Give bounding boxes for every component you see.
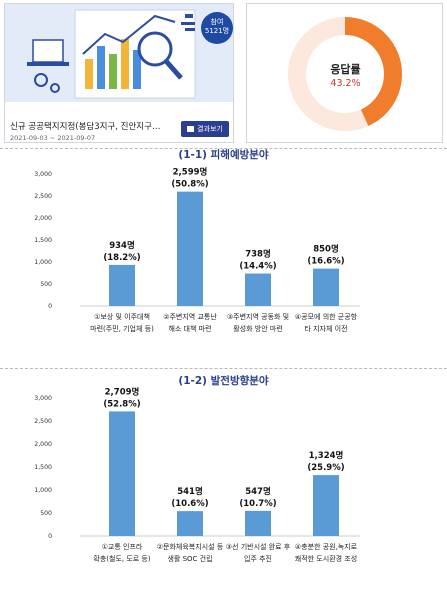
- category-label: 쾌적한 도시환경 조성: [295, 554, 357, 563]
- y-tick-label: 0: [48, 303, 52, 310]
- data-label-percent: (25.9%): [307, 463, 344, 473]
- response-rate-donut: [288, 17, 402, 131]
- y-tick-label: 3,000: [34, 395, 52, 402]
- data-label-count: 934명: [109, 240, 135, 251]
- data-label-percent: (10.7%): [239, 499, 276, 509]
- response-rate-label: 응답률: [330, 63, 361, 76]
- chart-2: 0 500 1,000 1,500 2,000 2,500 3,000 2,709명 (52.8…: [34, 386, 360, 563]
- data-label-count: 541명: [177, 486, 203, 497]
- section-divider: [0, 368, 447, 369]
- y-tick-label: 2,000: [34, 441, 52, 448]
- category-label: ②문화체육복지시설 등: [157, 542, 224, 551]
- data-label-count: 850명: [313, 244, 339, 255]
- category-label: 확충(철도, 도로 등): [93, 554, 150, 563]
- category-label: ①보상 및 이주대책: [94, 312, 150, 321]
- data-label-percent: (14.4%): [239, 262, 276, 272]
- y-tick-label: 1,000: [34, 487, 52, 494]
- chart-2-title: (1-2) 발전방향분야: [178, 375, 269, 387]
- data-label-percent: (16.6%): [307, 257, 344, 267]
- view-results-label: 결과보기: [197, 125, 223, 133]
- survey-date: 2021-09-03 ~ 2021-09-07: [10, 134, 96, 142]
- bar: [109, 411, 135, 536]
- category-label: ③선 기반시설 완료 후: [226, 542, 291, 551]
- data-label-percent: (52.8%): [103, 399, 140, 409]
- participation-badge: 참여 5121명: [201, 12, 233, 44]
- bar: [177, 511, 203, 536]
- y-tick-label: 2,500: [34, 418, 52, 425]
- y-tick-label: 500: [40, 281, 52, 288]
- category-label: ①교통 인프라: [102, 542, 143, 551]
- data-label-percent: (50.8%): [171, 180, 208, 190]
- data-label-count: 2,709명: [105, 386, 140, 397]
- category-label: ④충분한 공원,녹지로: [295, 542, 358, 551]
- category-label: 마련(주민, 기업체 등): [90, 324, 154, 333]
- category-label: 활성화 방안 마련: [233, 324, 283, 333]
- chart-icon: [187, 126, 195, 132]
- category-label: ③주변지역 공동화 및: [227, 312, 289, 321]
- section-divider: [0, 148, 447, 149]
- data-label-count: 2,599명: [173, 167, 208, 178]
- chart-1: 0 500 1,000 1,500 2,000 2,500 3,000 934명 (18.2%)…: [34, 167, 360, 333]
- category-label: ②주변지역 교통난: [163, 312, 217, 321]
- bar: [109, 264, 135, 306]
- data-label-count: 738명: [245, 249, 271, 260]
- category-label: ④공모에 의한 군공항: [295, 312, 358, 321]
- category-label: 생활 SOC 건립: [167, 554, 212, 563]
- y-tick-label: 0: [48, 533, 52, 540]
- data-label-count: 1,324명: [309, 450, 344, 461]
- category-label: 타 지자체 이전: [304, 324, 347, 333]
- category-label: 입주 추진: [244, 554, 272, 563]
- bar: [177, 191, 203, 306]
- response-rate-value: 43.2%: [330, 78, 361, 89]
- data-label-percent: (10.6%): [171, 499, 208, 509]
- y-tick-label: 500: [40, 510, 52, 517]
- y-tick-label: 3,000: [34, 171, 52, 178]
- survey-thumbnail: [5, 4, 233, 102]
- y-tick-label: 1,500: [34, 237, 52, 244]
- y-tick-label: 1,000: [34, 259, 52, 266]
- analytics-illustration-icon: [5, 4, 233, 102]
- bar: [245, 273, 271, 306]
- badge-count: 5121명: [204, 27, 230, 35]
- bar: [313, 268, 339, 306]
- chart-1-title: (1-1) 피해예방분야: [178, 149, 269, 161]
- survey-title[interactable]: 신규 공공택지지정(봉담3지구, 진안지구…: [10, 122, 161, 132]
- view-results-button[interactable]: 결과보기: [181, 121, 229, 137]
- data-label-count: 547명: [245, 486, 271, 497]
- y-tick-label: 2,000: [34, 215, 52, 222]
- category-label: 해소 대책 마련: [168, 324, 211, 333]
- data-label-percent: (18.2%): [103, 253, 140, 263]
- survey-card[interactable]: 참여 5121명 신규 공공택지지정(봉담3지구, 진안지구… 2021-09-…: [4, 3, 234, 143]
- response-rate-card: 응답률 43.2%: [246, 3, 443, 143]
- donut-fill-arc: [288, 17, 402, 131]
- bar: [245, 510, 271, 536]
- y-tick-label: 1,500: [34, 464, 52, 471]
- y-tick-label: 2,500: [34, 193, 52, 200]
- bar: [313, 475, 339, 536]
- badge-label: 참여: [210, 18, 224, 26]
